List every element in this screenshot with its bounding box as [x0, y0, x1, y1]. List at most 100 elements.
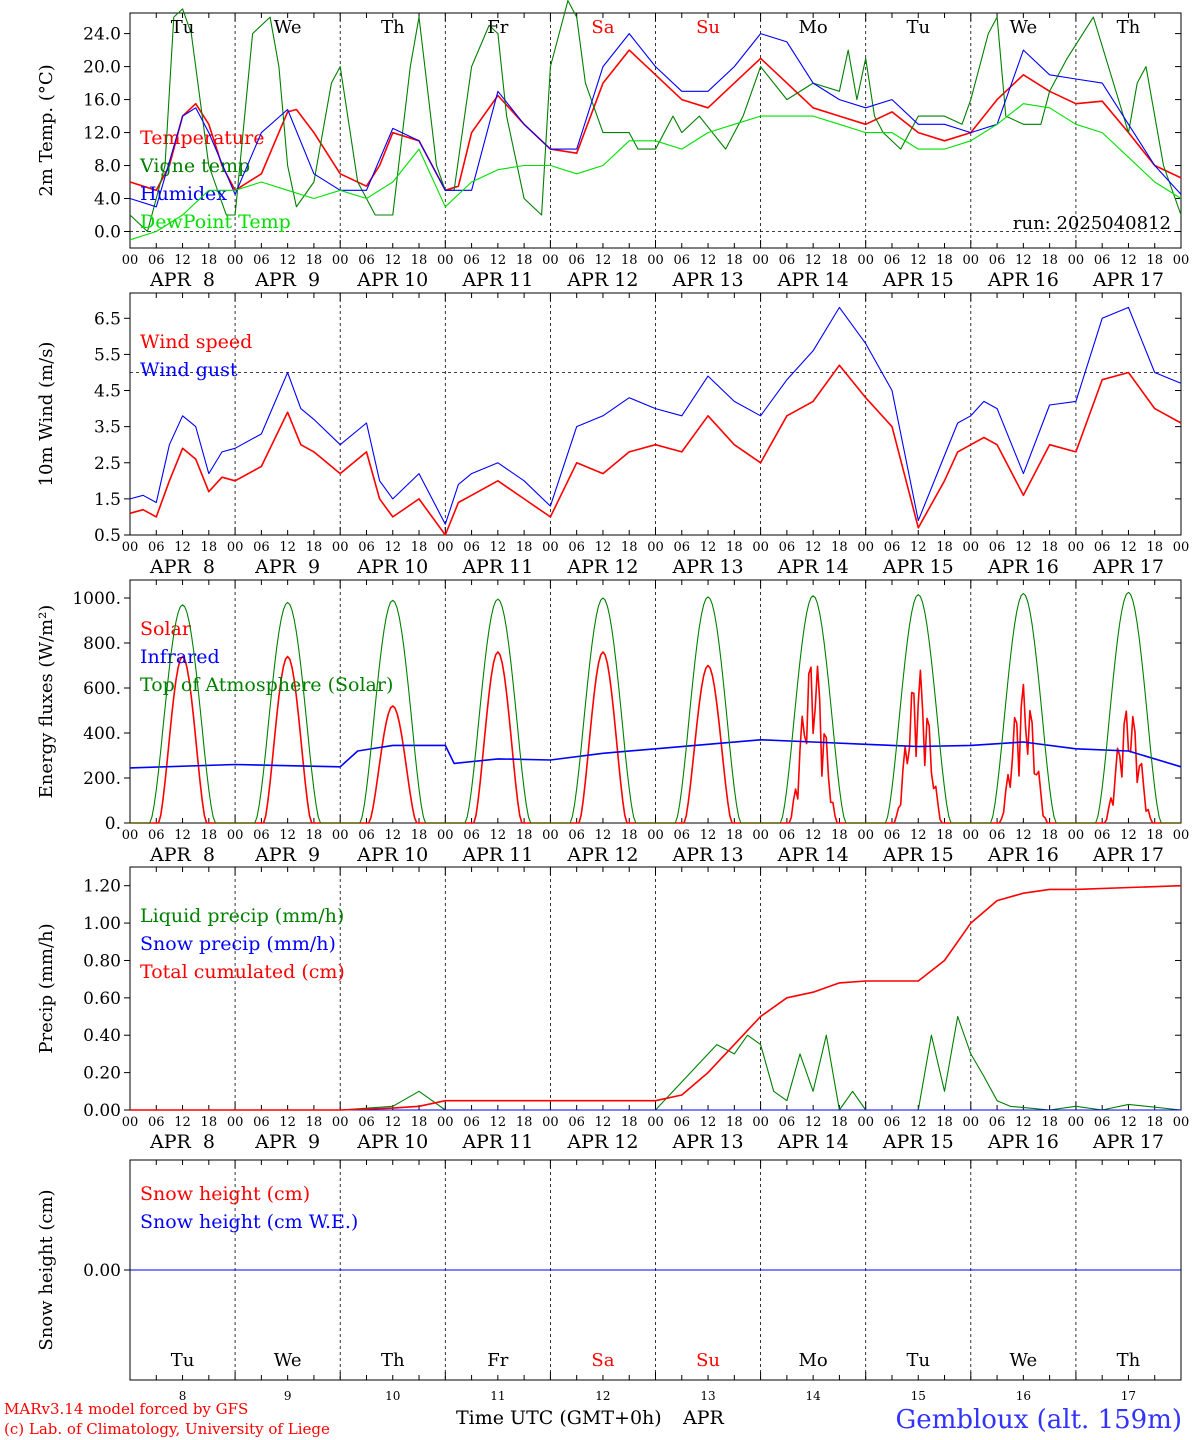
y-axis-label: 10m Wind (m/s): [36, 342, 57, 487]
x-hour-label: 18: [621, 1115, 638, 1130]
x-hour-label: 12: [700, 828, 717, 843]
x-hour-label: 06: [568, 1115, 585, 1130]
x-hour-label: 12: [174, 828, 191, 843]
x-hour-label: 12: [805, 253, 822, 268]
x-hour-label: 18: [1041, 540, 1058, 555]
x-hour-label: 18: [516, 828, 533, 843]
y-tick-label: 6.5: [94, 309, 121, 329]
y-tick-label: 3.5: [94, 418, 121, 438]
weekday-label: We: [274, 17, 302, 38]
x-hour-label: 00: [122, 253, 139, 268]
x-date-label: APR 17: [1092, 844, 1164, 866]
x-hour-label: 18: [726, 253, 743, 268]
x-hour-label: 00: [437, 1115, 454, 1130]
x-hour-label: 00: [857, 253, 874, 268]
x-hour-label: 06: [253, 1115, 270, 1130]
x-hour-label: 12: [1015, 828, 1032, 843]
x-hour-label: 06: [253, 540, 270, 555]
y-tick-label: 24.0: [83, 25, 121, 45]
legend-entry: Wind speed: [140, 331, 252, 353]
x-hour-label: 18: [621, 253, 638, 268]
x-hour-label: 18: [621, 540, 638, 555]
y-tick-label: 600.: [83, 679, 121, 699]
x-hour-label: 18: [726, 828, 743, 843]
legend-entry: Vigne temp: [139, 155, 250, 177]
x-hour-label: 06: [884, 1115, 901, 1130]
y-tick-label: 12.0: [83, 124, 121, 144]
x-date-label: APR 13: [672, 1131, 744, 1153]
weekday-label: We: [1010, 17, 1038, 38]
x-hour-label: 00: [857, 540, 874, 555]
series-line-wind-speed: [129, 364, 1182, 536]
y-tick-label: 400.: [83, 724, 121, 744]
x-date-label: APR 10: [356, 1131, 428, 1153]
day-number-label: 15: [911, 1389, 926, 1403]
day-number-label: 14: [806, 1389, 822, 1403]
x-hour-label: 00: [647, 253, 664, 268]
y-tick-label: 4.5: [94, 382, 121, 402]
x-hour-label: 00: [542, 540, 559, 555]
y-tick-label: 20.0: [83, 58, 121, 78]
y-tick-label: 16.0: [83, 91, 121, 111]
series-line-infrared: [129, 739, 1182, 769]
x-hour-label: 00: [1068, 1115, 1085, 1130]
legend-entry: DewPoint Temp: [140, 211, 291, 233]
x-hour-label: 18: [1146, 828, 1163, 843]
x-hour-label: 00: [332, 540, 349, 555]
x-hour-label: 06: [779, 828, 796, 843]
x-hour-label: 00: [963, 1115, 980, 1130]
x-hour-label: 18: [306, 253, 323, 268]
weekday-label: Sa: [591, 1350, 614, 1371]
x-hour-label: 18: [411, 540, 428, 555]
x-hour-label: 18: [516, 1115, 533, 1130]
x-hour-label: 00: [122, 828, 139, 843]
x-hour-label: 06: [779, 253, 796, 268]
panel-4: 0.00 0.20 0.40 0.60 0.80 1.00 1.20 Precip (mm/h…: [36, 866, 1189, 1153]
x-hour-label: 18: [1146, 253, 1163, 268]
x-hour-label: 12: [174, 253, 191, 268]
series-line-top-of-atmosphere-solar-: [130, 591, 1181, 824]
x-hour-label: 12: [1015, 253, 1032, 268]
footer-copyright: (c) Lab. of Climatology, University of L…: [4, 1420, 330, 1438]
x-hour-label: 06: [989, 253, 1006, 268]
x-hour-label: 12: [700, 1115, 717, 1130]
weekday-label: Tu: [171, 1350, 195, 1371]
x-hour-label: 06: [1094, 253, 1111, 268]
y-tick-label: 8.0: [94, 157, 121, 177]
x-hour-label: 12: [279, 1115, 296, 1130]
x-hour-label: 06: [779, 540, 796, 555]
x-date-label: APR 14: [777, 1131, 849, 1153]
x-hour-label: 06: [568, 540, 585, 555]
panel-3: 0. 200. 400. 600. 800. 1000. Energy fluxes (W/…: [36, 579, 1189, 866]
x-hour-label: 06: [358, 253, 375, 268]
x-hour-label: 00: [227, 540, 244, 555]
x-hour-label: 18: [1041, 253, 1058, 268]
x-hour-label: 18: [726, 1115, 743, 1130]
x-date-label: APR 8: [149, 844, 215, 866]
legend-entry: Snow height (cm W.E.): [140, 1211, 358, 1233]
y-tick-label: 0.80: [83, 951, 121, 971]
x-hour-label: 12: [384, 1115, 401, 1130]
x-hour-label: 12: [1120, 1115, 1137, 1130]
x-hour-label: 06: [463, 828, 480, 843]
x-hour-label: 06: [253, 253, 270, 268]
x-hour-label: 00: [963, 828, 980, 843]
y-tick-label: 0.20: [83, 1064, 121, 1084]
series-line-humidex: [129, 33, 1182, 208]
weekday-label: Mo: [799, 17, 828, 38]
x-hour-label: 12: [805, 540, 822, 555]
x-hour-label: 00: [752, 253, 769, 268]
x-axis-month: APR: [682, 1407, 725, 1429]
x-hour-label: 06: [1094, 1115, 1111, 1130]
x-date-label: APR 8: [149, 556, 215, 578]
x-hour-label: 12: [805, 828, 822, 843]
x-date-label: APR 16: [987, 1131, 1059, 1153]
y-tick-label: 0.0: [94, 223, 121, 243]
weekday-label: Tu: [906, 1350, 930, 1371]
legend-entry: Temperature: [140, 127, 264, 149]
x-hour-label: 00: [542, 1115, 559, 1130]
day-number-label: 13: [700, 1389, 715, 1403]
x-date-label: APR 8: [149, 1131, 215, 1153]
weekday-label: Th: [381, 1350, 405, 1371]
x-date-label: APR 15: [882, 269, 954, 291]
